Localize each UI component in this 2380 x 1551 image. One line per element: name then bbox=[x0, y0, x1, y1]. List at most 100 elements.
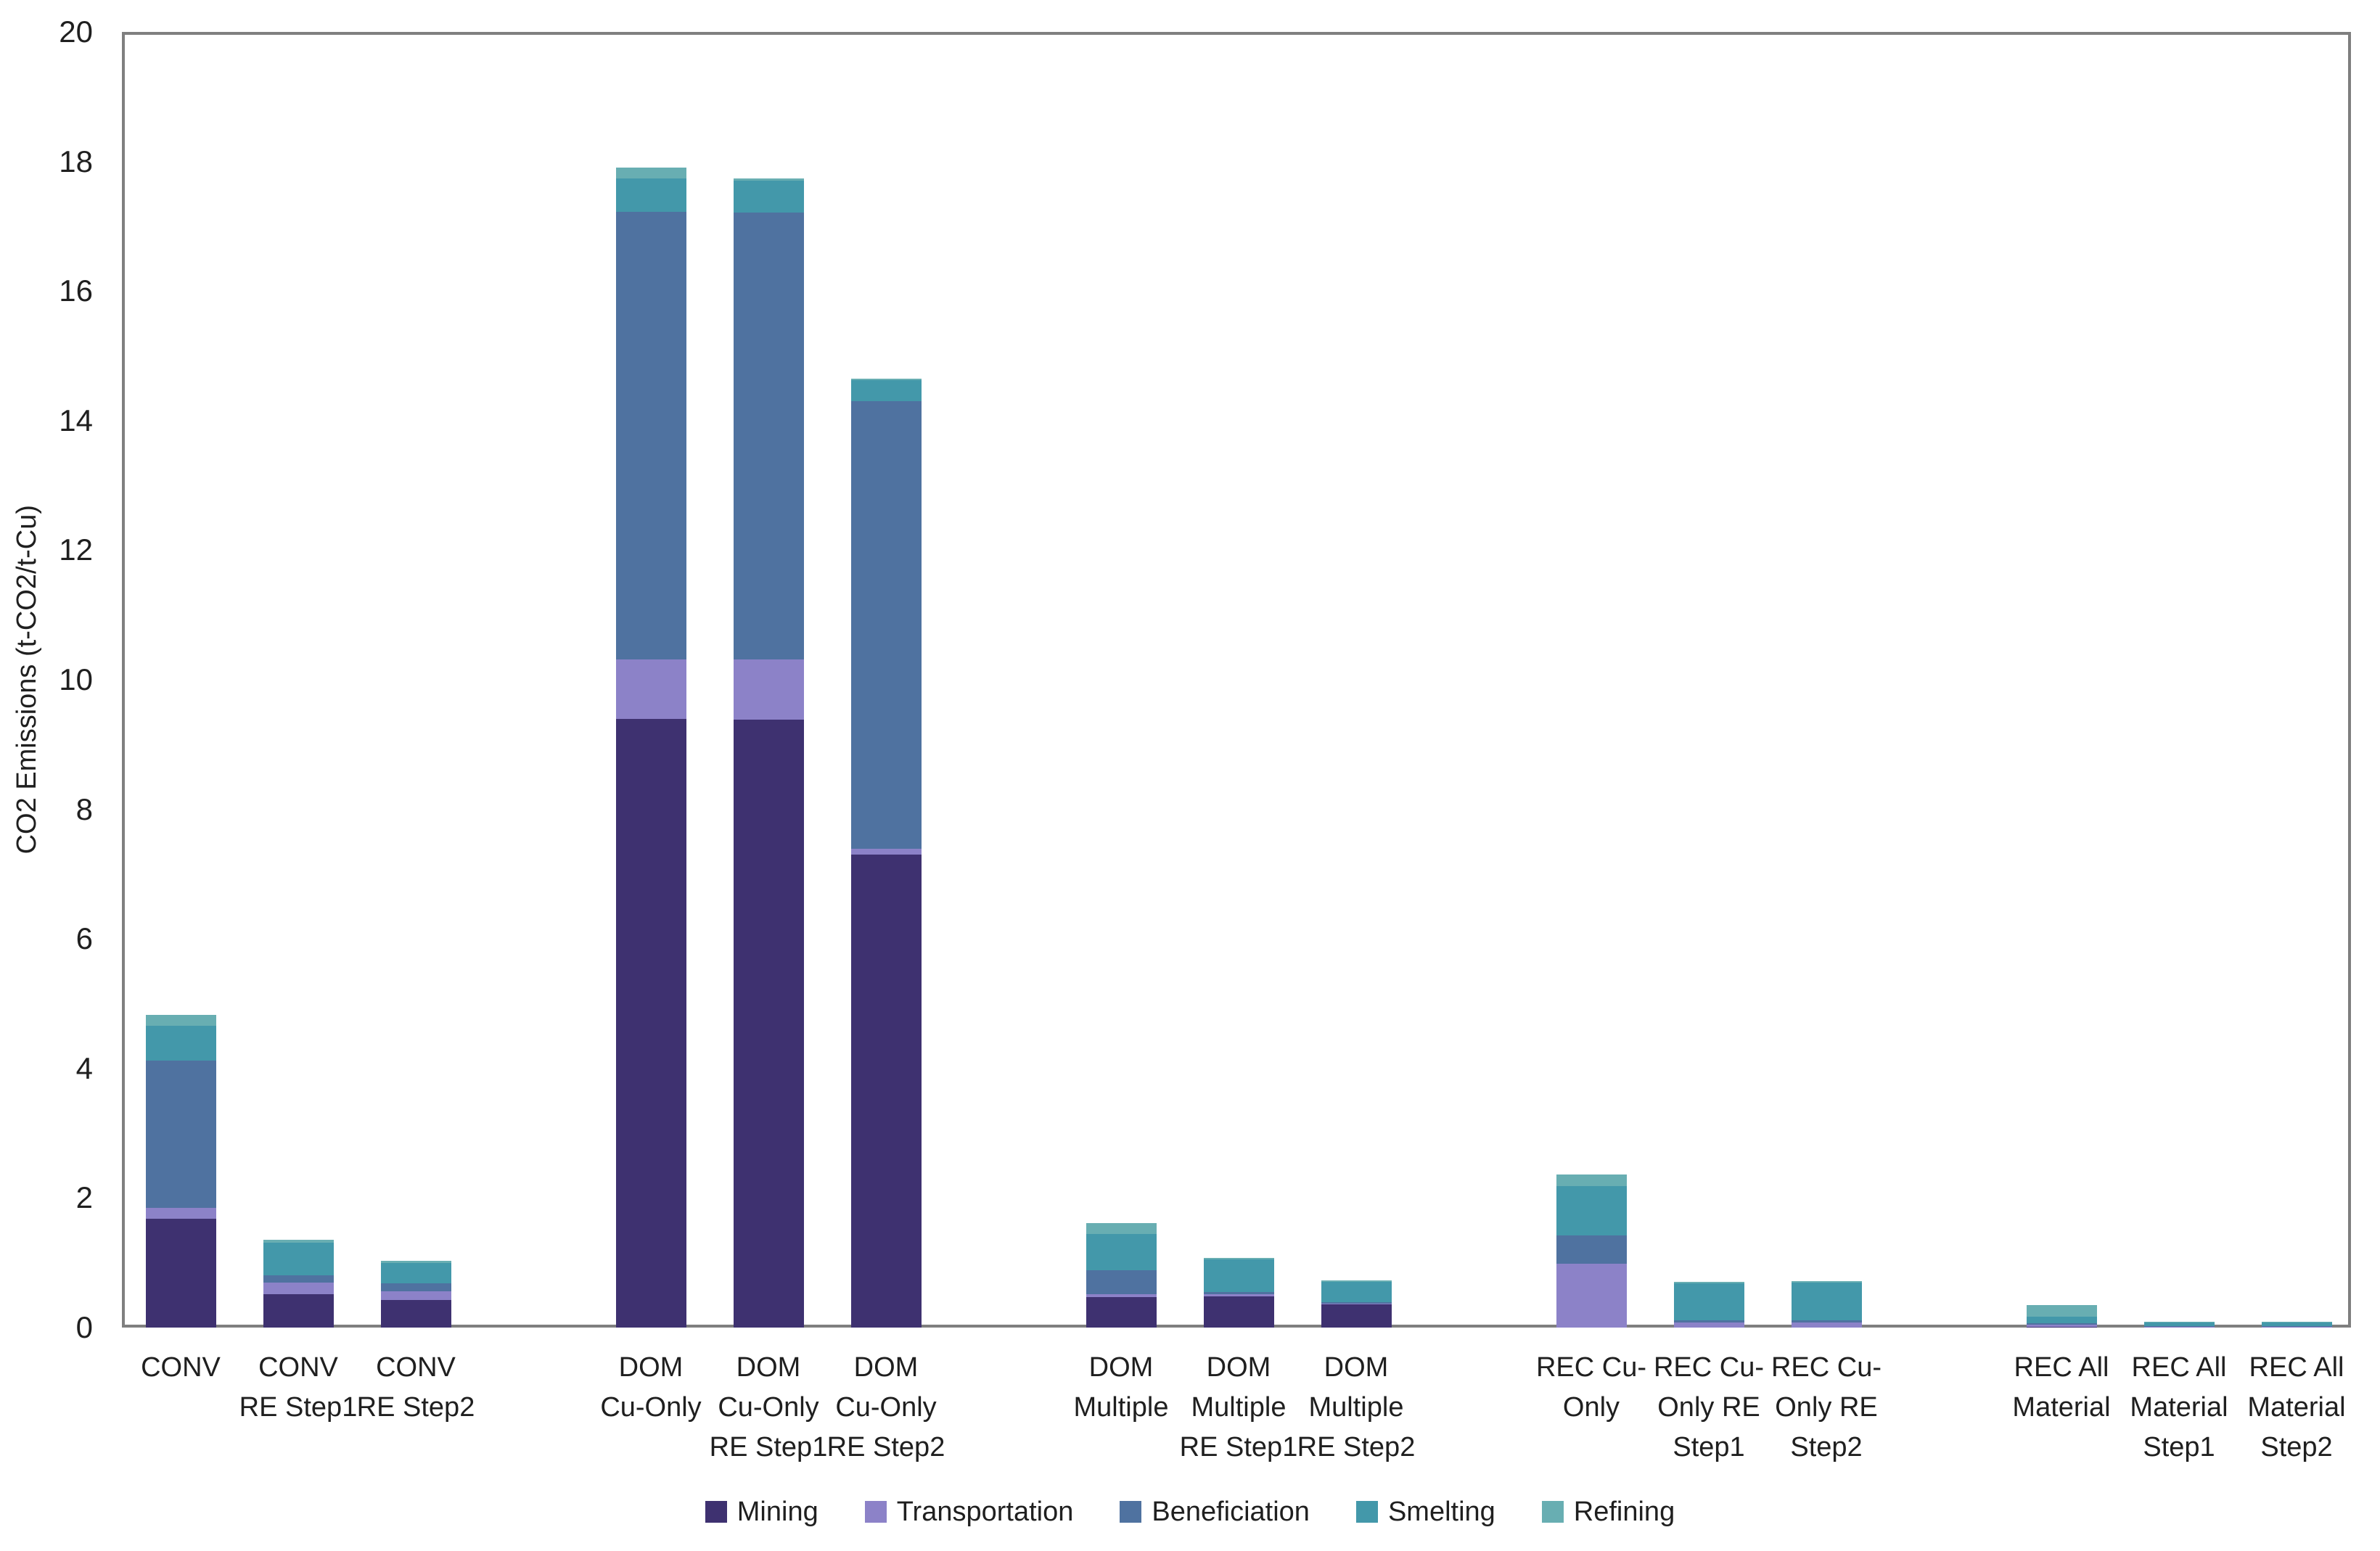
bar-segment-refining-rec-all-material bbox=[2026, 1304, 2097, 1317]
y-tick-label-18: 18 bbox=[59, 144, 93, 178]
legend-swatch-refining bbox=[1541, 1501, 1564, 1523]
bar-segment-smelting-dom-cu-only bbox=[615, 178, 686, 213]
bar-segment-beneficiation-dom-cu-only bbox=[615, 212, 686, 660]
bar-segment-transportation-rec-all-material-step2 bbox=[2261, 1327, 2332, 1328]
bar-segment-beneficiation-dom-multiple-re-step2 bbox=[1321, 1302, 1392, 1304]
x-category-label-rec-all-material-step1: REC All Material Step1 bbox=[2130, 1352, 2228, 1462]
bar-segment-mining-dom-cu-only bbox=[615, 718, 686, 1328]
bar-segment-transportation-conv-re-step2 bbox=[380, 1291, 451, 1300]
bar-segment-beneficiation-rec-cu-only bbox=[1556, 1235, 1627, 1264]
y-tick-label-20: 20 bbox=[59, 15, 93, 49]
x-category-label-dom-multiple-re-step1: DOM Multiple RE Step1 bbox=[1179, 1352, 1298, 1462]
bar-segment-mining-rec-all-material bbox=[2026, 1327, 2097, 1328]
bar-segment-refining-dom-multiple-re-step1 bbox=[1203, 1257, 1274, 1260]
bar-segment-beneficiation-rec-cu-only-re-step2 bbox=[1791, 1320, 1862, 1322]
bar-segment-transportation-dom-cu-only bbox=[615, 659, 686, 719]
bar-segment-refining-dom-multiple-re-step2 bbox=[1321, 1280, 1392, 1283]
bar-segment-transportation-rec-cu-only bbox=[1556, 1264, 1627, 1328]
x-category-label-rec-cu-only: REC Cu- Only bbox=[1535, 1352, 1647, 1423]
legend-swatch-beneficiation bbox=[1120, 1501, 1142, 1523]
legend-label-refining: Refining bbox=[1573, 1496, 1675, 1527]
legend-item-beneficiation: Beneficiation bbox=[1120, 1497, 1310, 1528]
bar-segment-transportation-rec-all-material bbox=[2026, 1325, 2097, 1328]
bar-segment-beneficiation-dom-multiple bbox=[1086, 1270, 1157, 1294]
x-category-label-rec-cu-only-re-step1: REC Cu- Only RE Step1 bbox=[1653, 1352, 1765, 1462]
legend-item-refining: Refining bbox=[1541, 1496, 1675, 1528]
y-tick-label-4: 4 bbox=[75, 1050, 93, 1085]
legend-label-smelting: Smelting bbox=[1387, 1496, 1495, 1527]
bar-segment-smelting-conv-re-step1 bbox=[263, 1243, 334, 1275]
bar-segment-refining-rec-cu-only-re-step2 bbox=[1791, 1280, 1862, 1283]
bar-segment-refining-conv bbox=[145, 1014, 216, 1026]
bar-segment-mining-dom-cu-only-re-step1 bbox=[733, 720, 804, 1328]
x-category-label-conv-re-step2: CONV RE Step2 bbox=[356, 1352, 475, 1423]
plot-area bbox=[122, 32, 2351, 1328]
legend-label-beneficiation: Beneficiation bbox=[1152, 1496, 1310, 1527]
bar-segment-smelting-rec-all-material bbox=[2026, 1316, 2097, 1323]
x-category-label-dom-cu-only-re-step1: DOM Cu-Only RE Step1 bbox=[709, 1352, 828, 1462]
bar-segment-smelting-dom-multiple bbox=[1086, 1234, 1157, 1271]
bar-segment-mining-dom-multiple bbox=[1086, 1297, 1157, 1328]
y-tick-label-10: 10 bbox=[59, 662, 93, 696]
y-tick-label-6: 6 bbox=[75, 921, 93, 956]
bar-segment-beneficiation-conv-re-step2 bbox=[380, 1283, 451, 1291]
bar-segment-mining-dom-multiple-re-step2 bbox=[1321, 1304, 1392, 1328]
bar-segment-mining-conv-re-step1 bbox=[263, 1293, 334, 1328]
bar-segment-beneficiation-conv-re-step1 bbox=[263, 1275, 334, 1283]
bar-segment-smelting-rec-cu-only bbox=[1556, 1186, 1627, 1236]
bar-segment-refining-rec-cu-only bbox=[1556, 1174, 1627, 1187]
bar-segment-beneficiation-conv bbox=[145, 1061, 216, 1208]
bar-segment-smelting-conv-re-step2 bbox=[380, 1262, 451, 1284]
bar-segment-refining-conv-re-step2 bbox=[380, 1261, 451, 1263]
bar-segment-mining-conv bbox=[145, 1218, 216, 1328]
x-category-label-dom-multiple: DOM Multiple bbox=[1073, 1352, 1169, 1423]
bar-segment-beneficiation-rec-all-material-step1 bbox=[2143, 1326, 2215, 1328]
legend-swatch-smelting bbox=[1355, 1501, 1378, 1523]
legend-item-mining: Mining bbox=[705, 1497, 818, 1528]
bar-segment-beneficiation-rec-all-material bbox=[2026, 1322, 2097, 1325]
y-tick-label-16: 16 bbox=[59, 273, 93, 308]
bar-segment-beneficiation-dom-cu-only-re-step2 bbox=[850, 401, 922, 849]
bar-segment-transportation-dom-multiple bbox=[1086, 1293, 1157, 1298]
bar-segment-transportation-conv bbox=[145, 1207, 216, 1219]
bar-segment-transportation-rec-cu-only-re-step2 bbox=[1791, 1322, 1862, 1328]
x-category-label-conv: CONV bbox=[141, 1352, 221, 1383]
legend-swatch-transportation bbox=[864, 1501, 887, 1523]
bar-segment-mining-dom-cu-only-re-step2 bbox=[850, 855, 922, 1328]
legend-item-transportation: Transportation bbox=[864, 1496, 1074, 1528]
bar-segment-refining-dom-cu-only bbox=[615, 167, 686, 178]
bar-segment-refining-dom-cu-only-re-step2 bbox=[850, 378, 922, 381]
bar-segment-mining-conv-re-step2 bbox=[380, 1299, 451, 1328]
bar-segment-transportation-dom-multiple-re-step1 bbox=[1203, 1293, 1274, 1297]
legend: Mining Transportation Beneficiation Smeltin… bbox=[0, 1489, 2380, 1535]
bar-segment-transportation-rec-all-material-step1 bbox=[2143, 1327, 2215, 1328]
legend-label-transportation: Transportation bbox=[896, 1496, 1074, 1527]
bar-segment-beneficiation-rec-all-material-step2 bbox=[2261, 1326, 2332, 1328]
y-tick-label-14: 14 bbox=[59, 403, 93, 437]
bar-segment-smelting-rec-all-material-step2 bbox=[2261, 1322, 2332, 1327]
y-tick-label-12: 12 bbox=[59, 532, 93, 567]
bar-segment-smelting-rec-all-material-step1 bbox=[2143, 1322, 2215, 1327]
legend-label-mining: Mining bbox=[736, 1496, 818, 1527]
bar-segment-beneficiation-dom-cu-only-re-step1 bbox=[733, 213, 804, 660]
bar-segment-smelting-dom-multiple-re-step1 bbox=[1203, 1259, 1274, 1292]
legend-swatch-mining bbox=[705, 1501, 727, 1523]
bar-segment-refining-dom-multiple bbox=[1086, 1223, 1157, 1235]
x-category-label-dom-cu-only: DOM Cu-Only bbox=[600, 1352, 702, 1423]
bar-segment-smelting-rec-cu-only-re-step2 bbox=[1791, 1283, 1862, 1321]
x-category-label-rec-cu-only-re-step2: REC Cu- Only RE Step2 bbox=[1770, 1352, 1882, 1462]
bar-segment-transportation-conv-re-step1 bbox=[263, 1283, 334, 1294]
x-category-label-dom-multiple-re-step2: DOM Multiple RE Step2 bbox=[1297, 1352, 1416, 1462]
legend-item-smelting: Smelting bbox=[1355, 1496, 1495, 1528]
x-category-label-dom-cu-only-re-step2: DOM Cu-Only RE Step2 bbox=[826, 1352, 945, 1462]
bar-segment-transportation-rec-cu-only-re-step1 bbox=[1673, 1322, 1744, 1328]
x-category-label-conv-re-step1: CONV RE Step1 bbox=[239, 1352, 358, 1423]
bar-segment-smelting-dom-cu-only-re-step1 bbox=[733, 181, 804, 213]
bar-segment-refining-dom-cu-only-re-step1 bbox=[733, 178, 804, 181]
bar-segment-transportation-dom-cu-only-re-step2 bbox=[850, 849, 922, 855]
bar-segment-refining-conv-re-step1 bbox=[263, 1240, 334, 1243]
bar-segment-smelting-conv bbox=[145, 1025, 216, 1061]
bar-segment-smelting-dom-cu-only-re-step2 bbox=[850, 380, 922, 401]
x-category-label-rec-all-material-step2: REC All Material Step2 bbox=[2247, 1352, 2346, 1462]
